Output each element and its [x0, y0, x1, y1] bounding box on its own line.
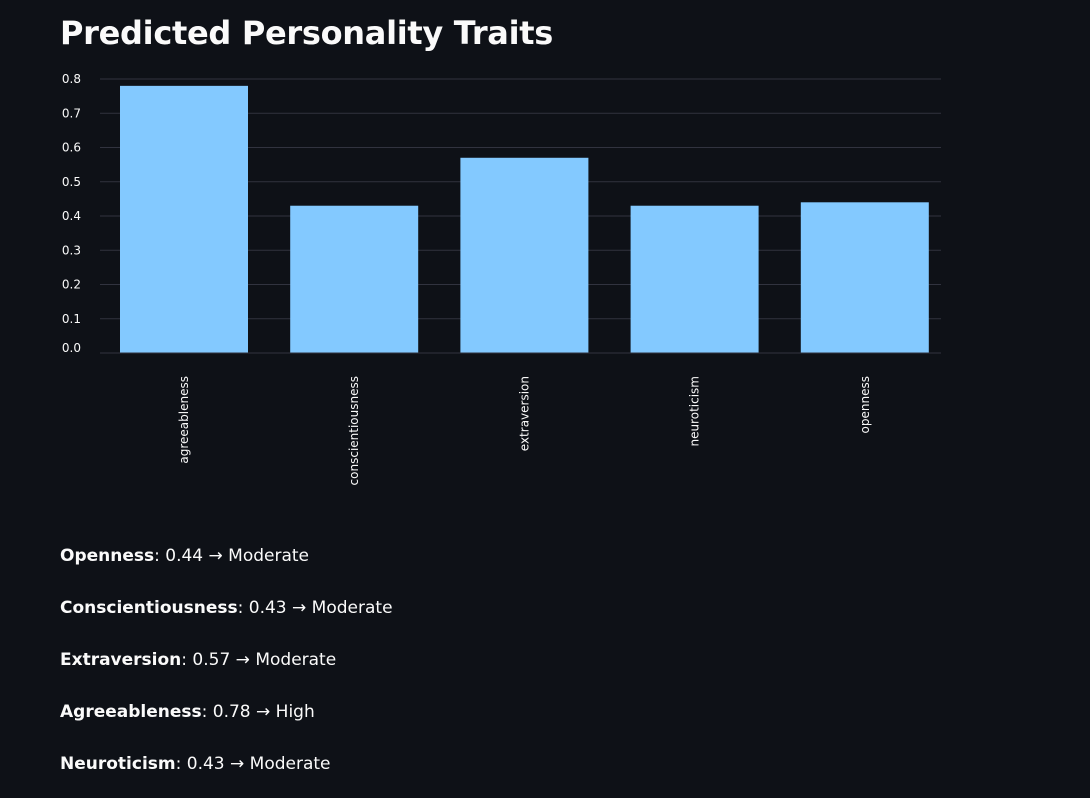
y-tick-label: 0.7 — [62, 106, 81, 120]
bar-conscientiousness — [290, 205, 419, 353]
x-tick-label: conscientiousness — [347, 376, 361, 485]
y-tick-label: 0.8 — [62, 72, 81, 86]
bar-extraversion — [460, 157, 589, 353]
trait-value: : 0.44 → Moderate — [154, 546, 310, 566]
trait-name: Extraversion — [60, 650, 182, 670]
trait-line-agreeableness: Agreeableness: 0.78 → High — [60, 702, 315, 722]
trait-line-openness: Openness: 0.44 → Moderate — [60, 546, 309, 566]
x-tick-label: openness — [858, 376, 872, 433]
trait-name: Openness — [60, 546, 155, 566]
y-tick-label: 0.3 — [62, 243, 81, 257]
trait-value: : 0.78 → High — [201, 702, 315, 722]
x-tick-label: extraversion — [517, 376, 531, 451]
trait-name: Neuroticism — [60, 754, 176, 774]
x-tick-label: neuroticism — [688, 376, 702, 447]
y-tick-label: 0.6 — [62, 141, 81, 155]
y-tick-label: 0.0 — [62, 341, 81, 355]
bar-neuroticism — [630, 205, 759, 353]
trait-name: Conscientiousness — [60, 598, 238, 618]
bar-agreeableness — [120, 85, 248, 353]
y-tick-label: 0.4 — [62, 209, 81, 223]
trait-line-extraversion: Extraversion: 0.57 → Moderate — [60, 650, 336, 670]
trait-line-neuroticism: Neuroticism: 0.43 → Moderate — [60, 754, 331, 774]
trait-bar-chart: 0.0 0.1 0.2 0.3 0.4 0.5 0.6 0.7 0.8 agreeableness… — [62, 72, 941, 485]
y-tick-label: 0.1 — [62, 312, 81, 326]
trait-value: : 0.43 → Moderate — [237, 598, 393, 618]
trait-name: Agreeableness — [60, 702, 202, 722]
bar-openness — [800, 202, 929, 353]
page-title: Predicted Personality Traits — [60, 14, 554, 52]
trait-value: : 0.43 → Moderate — [175, 754, 331, 774]
y-tick-label: 0.5 — [62, 175, 81, 189]
trait-line-conscientiousness: Conscientiousness: 0.43 → Moderate — [60, 598, 393, 618]
y-tick-label: 0.2 — [62, 278, 81, 292]
trait-value: : 0.57 → Moderate — [181, 650, 337, 670]
x-tick-label: agreeableness — [177, 376, 191, 464]
